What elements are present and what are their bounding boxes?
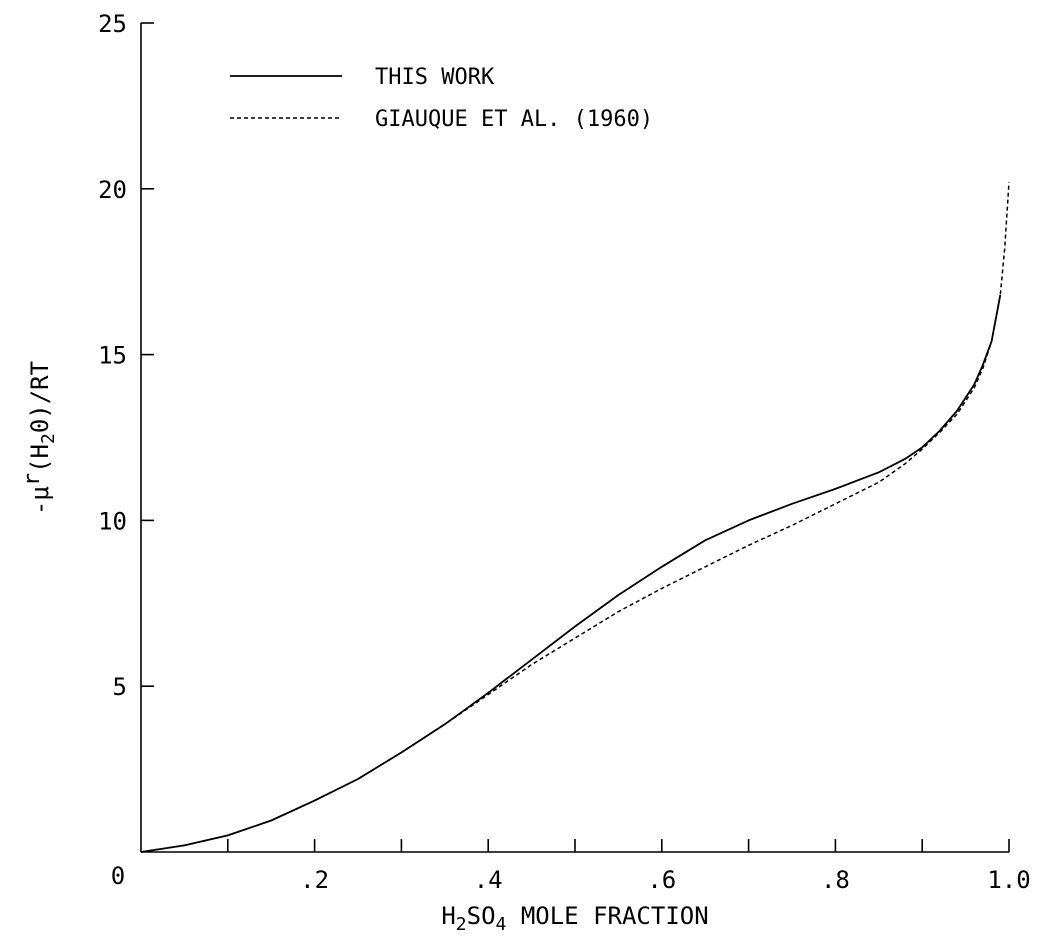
x-axis-title: H2SO4 MOLE FRACTION (441, 902, 708, 935)
y-tick-label: 15 (98, 342, 127, 370)
y-axis-title: -μr(H20)/RT (20, 361, 59, 515)
y-ticks (141, 22, 154, 688)
series-group (140, 182, 1010, 853)
x-axis-title-sub2: 4 (496, 914, 507, 935)
legend-label-1: THIS WORK (375, 65, 495, 90)
y-tick-label: 25 (98, 10, 127, 38)
series-line-1 (140, 294, 1002, 853)
x-tick-label: .8 (821, 866, 850, 894)
origin-label: 0 (111, 862, 125, 890)
y-axis-title-sup: r (20, 473, 45, 486)
y-tick-label: 5 (113, 673, 127, 701)
axes (140, 23, 1009, 853)
y-tick-labels: 5 10 15 20 25 (98, 10, 127, 701)
series-line-2 (140, 182, 1010, 853)
x-tick-label: .2 (300, 866, 329, 894)
x-axis-title-post: MOLE FRACTION (506, 902, 708, 930)
y-axis-title-pre: -μ (26, 486, 54, 515)
legend: THIS WORK GIAUQUE ET AL. (1960) (230, 65, 653, 132)
x-tick-label: 1.0 (987, 866, 1030, 894)
y-tick-label: 10 (98, 507, 127, 535)
x-tick-labels: .2 .4 .6 .8 1.0 (300, 866, 1031, 894)
x-axis-title-mid: SO (467, 902, 496, 930)
y-tick-label: 20 (98, 176, 127, 204)
x-tick-label: .4 (474, 866, 503, 894)
x-axis-title-pre: H (441, 902, 455, 930)
x-ticks (227, 839, 1010, 852)
y-axis-title-close: 0)/RT (26, 361, 54, 433)
x-axis-title-sub1: 2 (456, 914, 467, 935)
y-axis-title-sub: 2 (38, 433, 59, 444)
x-tick-label: .6 (647, 866, 676, 894)
legend-label-2: GIAUQUE ET AL. (1960) (375, 107, 653, 132)
y-axis-title-open: (H (26, 444, 54, 473)
